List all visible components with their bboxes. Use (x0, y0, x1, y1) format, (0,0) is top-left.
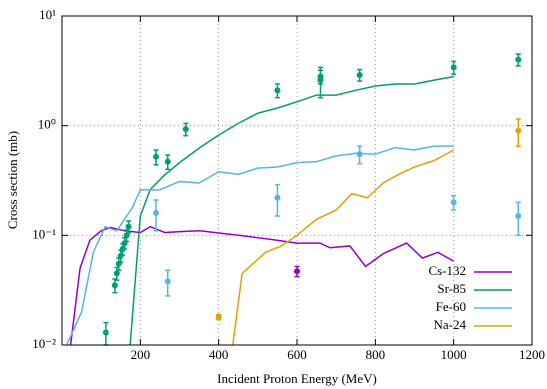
data-point (274, 87, 281, 94)
series-line (66, 145, 454, 345)
data-point (515, 213, 522, 220)
data-point (153, 153, 159, 160)
data-point (125, 223, 132, 230)
legend-label: Na-24 (434, 317, 467, 332)
data-point (102, 329, 109, 336)
data-point (113, 270, 120, 277)
x-tick-label: 200 (131, 347, 151, 362)
data-point (317, 73, 324, 80)
data-point (123, 232, 130, 239)
legend-label: Fe-60 (436, 299, 466, 314)
y-axis-label: Cross section (mb) (5, 131, 20, 229)
data-point (356, 151, 363, 158)
data-point (515, 127, 522, 134)
y-tick-label: 10⁰ (38, 117, 56, 132)
x-tick-label: 1000 (441, 347, 467, 362)
y-tick-label: 10⁻¹ (32, 226, 56, 241)
y-tick-label: 10¹ (39, 7, 56, 22)
x-axis-label: Incident Proton Energy (MeV) (217, 371, 377, 386)
legend-label: Sr-85 (437, 281, 466, 296)
data-point (182, 126, 189, 133)
data-point (153, 209, 159, 216)
x-tick-label: 600 (287, 347, 307, 362)
legend-label: Cs-132 (428, 263, 466, 278)
data-point (450, 64, 457, 71)
data-point (164, 278, 171, 285)
data-point (111, 282, 118, 289)
y-tick-label: 10⁻² (32, 336, 56, 351)
data-point (356, 71, 363, 78)
data-point (215, 314, 222, 321)
series-line (69, 225, 455, 345)
data-point (450, 199, 457, 206)
x-tick-label: 400 (209, 347, 229, 362)
data-point (294, 268, 300, 275)
data-point (164, 158, 171, 165)
plot-frame (61, 15, 533, 346)
series-line (232, 149, 455, 345)
x-tick-label: 1200 (519, 347, 545, 362)
x-tick-label: 800 (366, 347, 386, 362)
data-point (274, 194, 281, 201)
data-point (515, 56, 522, 63)
series-line (129, 75, 454, 345)
